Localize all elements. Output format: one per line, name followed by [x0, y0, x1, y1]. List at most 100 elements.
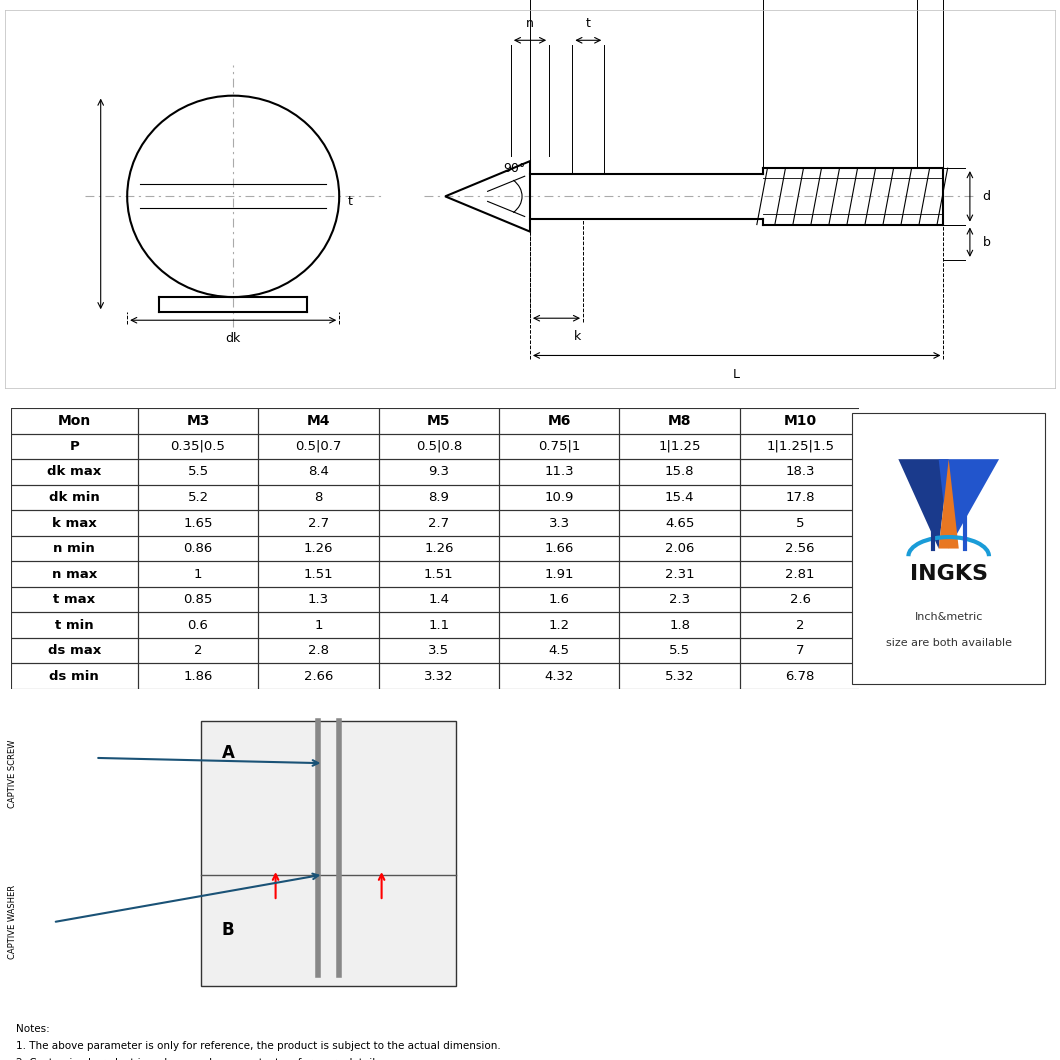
Text: k max: k max [52, 516, 96, 530]
Text: 1.1: 1.1 [428, 619, 449, 632]
Text: t min: t min [55, 619, 93, 632]
Text: 0.5|0.8: 0.5|0.8 [416, 440, 462, 453]
Polygon shape [899, 459, 949, 549]
Text: 1.26: 1.26 [303, 542, 333, 555]
Text: 8.9: 8.9 [428, 491, 449, 504]
Text: 8: 8 [314, 491, 322, 504]
Text: 1.4: 1.4 [428, 594, 449, 606]
Text: 2.6: 2.6 [790, 594, 811, 606]
Text: 2.7: 2.7 [428, 516, 449, 530]
Text: Mon: Mon [57, 413, 91, 428]
Text: b: b [983, 235, 990, 249]
Text: 1.91: 1.91 [545, 567, 575, 581]
Text: 9.3: 9.3 [428, 465, 449, 478]
Text: 4.65: 4.65 [665, 516, 694, 530]
Text: 1.26: 1.26 [424, 542, 454, 555]
Text: dk: dk [226, 332, 241, 346]
Text: 1.51: 1.51 [303, 567, 333, 581]
Text: 8.4: 8.4 [308, 465, 329, 478]
Text: INGKS: INGKS [909, 564, 988, 584]
Text: 5: 5 [796, 516, 805, 530]
Text: 1.86: 1.86 [183, 670, 213, 683]
Text: 2: 2 [194, 644, 202, 657]
Text: d: d [983, 190, 991, 202]
Text: Inch&metric: Inch&metric [915, 613, 983, 622]
Text: 4.5: 4.5 [549, 644, 570, 657]
Text: 0.75|1: 0.75|1 [538, 440, 581, 453]
Text: 2.56: 2.56 [785, 542, 815, 555]
Text: M4: M4 [306, 413, 330, 428]
Text: 17.8: 17.8 [785, 491, 815, 504]
Text: t: t [348, 195, 353, 208]
Text: n min: n min [53, 542, 95, 555]
Text: t: t [586, 17, 590, 31]
Polygon shape [939, 459, 959, 549]
Text: 5.5: 5.5 [669, 644, 690, 657]
Text: 5.5: 5.5 [188, 465, 209, 478]
Text: 1.8: 1.8 [669, 619, 690, 632]
Text: 3.3: 3.3 [549, 516, 570, 530]
Text: 2. Customized product is welcome, please contact us for more details.: 2. Customized product is welcome, please… [16, 1058, 384, 1060]
Text: 2: 2 [796, 619, 805, 632]
Text: 0.5|0.7: 0.5|0.7 [296, 440, 341, 453]
Text: dk max: dk max [47, 465, 102, 478]
Polygon shape [939, 459, 1000, 549]
Text: 2.06: 2.06 [665, 542, 694, 555]
Text: CAPTIVE SCREW: CAPTIVE SCREW [8, 740, 17, 808]
Text: 1.2: 1.2 [549, 619, 570, 632]
Text: 1: 1 [314, 619, 322, 632]
Text: n: n [526, 17, 534, 31]
Text: 1.6: 1.6 [549, 594, 570, 606]
FancyBboxPatch shape [852, 413, 1045, 684]
Text: 1.3: 1.3 [307, 594, 329, 606]
Text: 3.5: 3.5 [428, 644, 449, 657]
Text: 2.8: 2.8 [307, 644, 329, 657]
Text: 2.66: 2.66 [304, 670, 333, 683]
Text: 2.31: 2.31 [665, 567, 694, 581]
Text: CAPTIVE WASHER: CAPTIVE WASHER [8, 885, 17, 959]
Text: 1|1.25: 1|1.25 [658, 440, 701, 453]
FancyBboxPatch shape [201, 721, 456, 986]
Text: 0.35|0.5: 0.35|0.5 [171, 440, 226, 453]
Text: M5: M5 [427, 413, 450, 428]
Text: 7: 7 [796, 644, 805, 657]
Text: 5.32: 5.32 [665, 670, 694, 683]
Text: 1: 1 [194, 567, 202, 581]
Text: 10.9: 10.9 [545, 491, 573, 504]
Text: 1. The above parameter is only for reference, the product is subject to the actu: 1. The above parameter is only for refer… [16, 1041, 500, 1050]
Text: 90°: 90° [504, 162, 526, 175]
Text: M3: M3 [187, 413, 210, 428]
Text: M6: M6 [548, 413, 571, 428]
Text: 1.66: 1.66 [545, 542, 573, 555]
Text: t max: t max [53, 594, 95, 606]
Text: 3.32: 3.32 [424, 670, 454, 683]
Text: ds min: ds min [50, 670, 99, 683]
Text: ds max: ds max [48, 644, 101, 657]
Text: 18.3: 18.3 [785, 465, 815, 478]
Text: 15.4: 15.4 [665, 491, 694, 504]
Text: dk min: dk min [49, 491, 100, 504]
Text: 2.7: 2.7 [307, 516, 329, 530]
Text: 2.3: 2.3 [669, 594, 690, 606]
Text: 11.3: 11.3 [545, 465, 575, 478]
Text: 0.85: 0.85 [183, 594, 213, 606]
Text: 4.32: 4.32 [545, 670, 575, 683]
Text: 1.65: 1.65 [183, 516, 213, 530]
Text: A: A [222, 744, 234, 761]
Text: 0.6: 0.6 [188, 619, 209, 632]
Text: 1|1.25|1.5: 1|1.25|1.5 [766, 440, 834, 453]
Text: n max: n max [52, 567, 96, 581]
Text: 6.78: 6.78 [785, 670, 815, 683]
Text: M10: M10 [783, 413, 816, 428]
Text: size are both available: size are both available [886, 638, 1011, 648]
Text: k: k [575, 331, 581, 343]
Text: Notes:: Notes: [16, 1024, 50, 1034]
Text: 15.8: 15.8 [665, 465, 694, 478]
Text: L: L [734, 368, 740, 381]
Text: B: B [222, 921, 234, 939]
Text: P: P [69, 440, 80, 453]
Text: 5.2: 5.2 [188, 491, 209, 504]
Text: 0.86: 0.86 [183, 542, 213, 555]
Text: 2.81: 2.81 [785, 567, 815, 581]
Text: M8: M8 [668, 413, 691, 428]
